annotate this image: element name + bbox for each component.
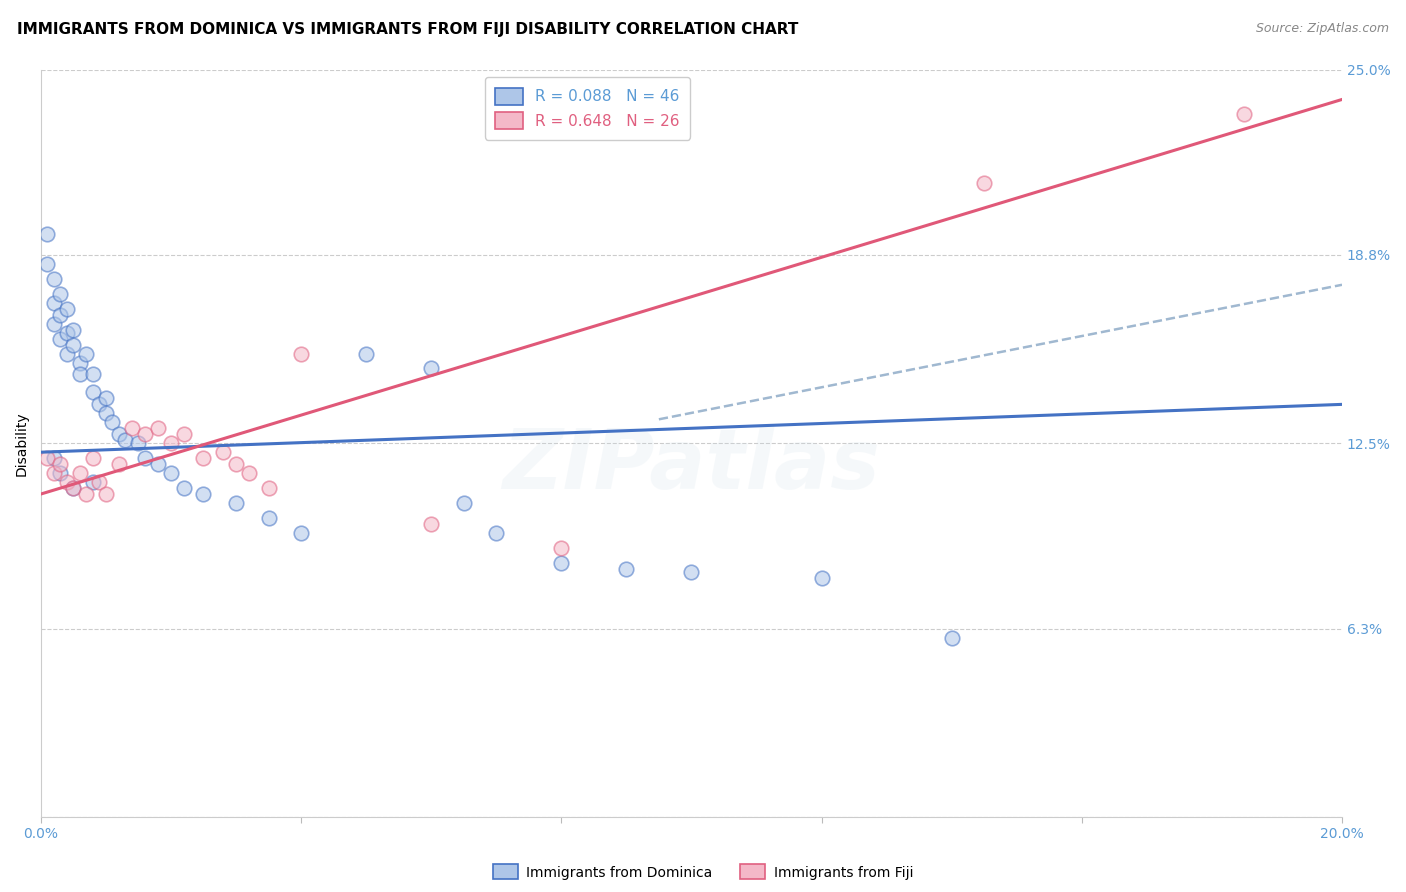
Legend: R = 0.088   N = 46, R = 0.648   N = 26: R = 0.088 N = 46, R = 0.648 N = 26 bbox=[485, 78, 690, 139]
Point bbox=[681, 565, 703, 579]
Point bbox=[238, 466, 260, 480]
Point bbox=[134, 451, 156, 466]
Point bbox=[290, 525, 312, 540]
Point bbox=[94, 392, 117, 406]
Point bbox=[42, 272, 65, 286]
Point bbox=[550, 541, 572, 555]
Point bbox=[941, 631, 963, 645]
Point bbox=[485, 525, 508, 540]
Point bbox=[160, 436, 183, 450]
Point bbox=[127, 436, 149, 450]
Point bbox=[453, 496, 475, 510]
Point bbox=[146, 457, 169, 471]
Point bbox=[160, 466, 183, 480]
Point bbox=[614, 562, 637, 576]
Point bbox=[37, 257, 59, 271]
Point bbox=[62, 481, 84, 495]
Legend: Immigrants from Dominica, Immigrants from Fiji: Immigrants from Dominica, Immigrants fro… bbox=[488, 859, 918, 885]
Point bbox=[42, 317, 65, 331]
Point bbox=[114, 434, 136, 448]
Point bbox=[550, 556, 572, 570]
Point bbox=[62, 481, 84, 495]
Point bbox=[49, 466, 72, 480]
Point bbox=[82, 368, 104, 382]
Point bbox=[1233, 107, 1256, 121]
Point bbox=[420, 516, 443, 531]
Point bbox=[37, 451, 59, 466]
Point bbox=[354, 346, 377, 360]
Point bbox=[420, 361, 443, 376]
Point bbox=[121, 421, 143, 435]
Point bbox=[42, 451, 65, 466]
Point bbox=[49, 332, 72, 346]
Point bbox=[75, 487, 97, 501]
Point bbox=[173, 427, 195, 442]
Point bbox=[82, 385, 104, 400]
Point bbox=[42, 466, 65, 480]
Point bbox=[49, 457, 72, 471]
Point bbox=[62, 337, 84, 351]
Point bbox=[89, 475, 111, 489]
Point bbox=[42, 295, 65, 310]
Point bbox=[56, 475, 79, 489]
Text: Source: ZipAtlas.com: Source: ZipAtlas.com bbox=[1256, 22, 1389, 36]
Point bbox=[56, 326, 79, 340]
Point bbox=[56, 301, 79, 316]
Point bbox=[49, 308, 72, 322]
Point bbox=[94, 406, 117, 420]
Point bbox=[101, 415, 124, 429]
Point bbox=[82, 475, 104, 489]
Text: IMMIGRANTS FROM DOMINICA VS IMMIGRANTS FROM FIJI DISABILITY CORRELATION CHART: IMMIGRANTS FROM DOMINICA VS IMMIGRANTS F… bbox=[17, 22, 799, 37]
Point bbox=[290, 346, 312, 360]
Point bbox=[146, 421, 169, 435]
Point bbox=[82, 451, 104, 466]
Point bbox=[69, 355, 91, 369]
Point bbox=[257, 481, 280, 495]
Point bbox=[193, 451, 215, 466]
Point bbox=[173, 481, 195, 495]
Point bbox=[108, 427, 131, 442]
Point bbox=[75, 346, 97, 360]
Point bbox=[225, 457, 247, 471]
Point bbox=[37, 227, 59, 241]
Text: ZIPatlas: ZIPatlas bbox=[502, 425, 880, 506]
Point bbox=[62, 323, 84, 337]
Point bbox=[134, 427, 156, 442]
Point bbox=[69, 368, 91, 382]
Point bbox=[56, 346, 79, 360]
Point bbox=[108, 457, 131, 471]
Y-axis label: Disability: Disability bbox=[15, 411, 30, 475]
Point bbox=[89, 397, 111, 411]
Point bbox=[193, 487, 215, 501]
Point bbox=[225, 496, 247, 510]
Point bbox=[49, 286, 72, 301]
Point bbox=[257, 511, 280, 525]
Point bbox=[212, 445, 235, 459]
Point bbox=[94, 487, 117, 501]
Point bbox=[810, 571, 832, 585]
Point bbox=[973, 176, 995, 190]
Point bbox=[69, 466, 91, 480]
